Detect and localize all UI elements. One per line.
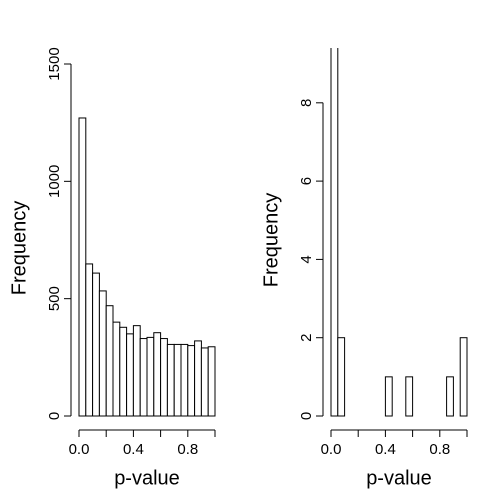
x-tick-label: 0.8 <box>177 441 198 458</box>
y-tick-label: 0 <box>298 412 315 420</box>
y-tick-label: 6 <box>298 177 315 185</box>
x-tick-label: 0.0 <box>69 441 90 458</box>
bar <box>180 343 189 417</box>
x-tick-label: 0.0 <box>321 441 342 458</box>
bar <box>384 376 393 417</box>
y-tick-label: 1500 <box>46 47 63 80</box>
bar <box>112 321 121 417</box>
y-tick-label: 1000 <box>46 165 63 198</box>
x-axis-label: p-value <box>366 467 432 489</box>
bar <box>337 337 346 417</box>
bar <box>166 343 175 417</box>
bar <box>132 325 141 417</box>
x-tick-label: 0.4 <box>375 441 396 458</box>
bar <box>126 333 134 417</box>
bar <box>78 117 87 417</box>
y-axis-label: Frequency <box>260 193 282 288</box>
y-tick-label: 4 <box>298 255 315 263</box>
plot-area <box>78 117 216 417</box>
x-axis-label: p-value <box>114 467 180 489</box>
bar <box>330 48 339 417</box>
bar <box>200 347 209 417</box>
y-tick-label: 2 <box>298 334 315 342</box>
bar <box>105 305 114 417</box>
bar <box>187 345 196 417</box>
x-tick-label: 0.8 <box>429 441 450 458</box>
bar <box>153 332 162 417</box>
bar <box>173 343 182 417</box>
bar <box>194 340 202 417</box>
y-tick-label: 8 <box>298 99 315 107</box>
bar <box>85 263 94 417</box>
y-tick-label: 0 <box>46 412 63 420</box>
bar <box>92 272 100 417</box>
bar <box>207 346 216 417</box>
bar <box>119 326 128 417</box>
y-tick-label: 500 <box>46 286 63 311</box>
y-axis-label: Frequency <box>8 201 30 296</box>
bar <box>405 376 414 417</box>
bar <box>146 336 155 417</box>
bar <box>446 376 454 417</box>
x-tick-label: 0.4 <box>123 441 144 458</box>
bar <box>459 337 468 417</box>
plot-area <box>330 48 468 417</box>
bar <box>139 338 148 417</box>
bar <box>160 338 168 417</box>
bar <box>98 290 107 417</box>
